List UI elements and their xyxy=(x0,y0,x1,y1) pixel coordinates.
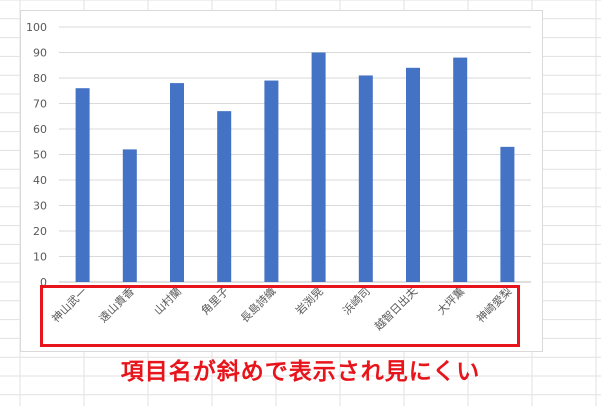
y-tick-label: 80 xyxy=(33,72,47,85)
y-tick-label: 30 xyxy=(33,200,47,213)
y-tick-label: 40 xyxy=(33,174,47,187)
bar[interactable] xyxy=(170,83,184,282)
bar[interactable] xyxy=(75,88,90,282)
y-tick-label: 0 xyxy=(40,276,47,289)
y-tick-label: 60 xyxy=(33,123,47,136)
bar[interactable] xyxy=(500,146,515,282)
y-tick-label: 100 xyxy=(26,21,47,34)
bar[interactable] xyxy=(122,149,137,282)
y-tick-label: 70 xyxy=(33,98,47,111)
y-tick-label: 50 xyxy=(33,149,47,162)
y-tick-label: 10 xyxy=(33,251,47,264)
bar[interactable] xyxy=(453,57,468,282)
caption-text: 項目名が斜めで表示され見にくい xyxy=(120,359,481,385)
bar[interactable] xyxy=(217,111,232,283)
bar[interactable] xyxy=(311,52,326,283)
bar[interactable] xyxy=(406,67,420,282)
y-tick-label: 20 xyxy=(33,225,47,238)
bar[interactable] xyxy=(264,80,279,282)
chart-area[interactable]: 0 10 20 30 40 50 60 70 80 90 100 神山武一 遠山貴香 山村蘭 角里子 長島詩織… xyxy=(20,10,543,352)
bar[interactable] xyxy=(358,75,373,282)
y-tick-label: 90 xyxy=(33,47,47,60)
highlight-box xyxy=(40,285,520,347)
